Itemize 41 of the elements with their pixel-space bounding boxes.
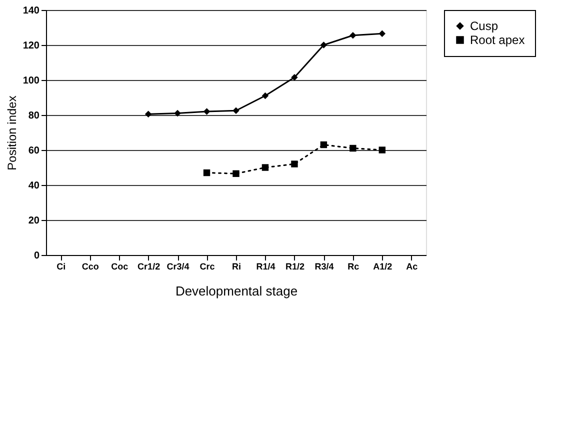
y-tick-label: 40 xyxy=(28,180,40,192)
x-tick-label: R1/4 xyxy=(256,262,276,272)
y-tick-label: 20 xyxy=(28,216,40,226)
point xyxy=(262,164,269,171)
point xyxy=(291,160,298,168)
x-tick-label: Cco xyxy=(82,262,100,272)
x-axis-title: Developmental stage xyxy=(175,284,298,298)
x-tick-label: R1/2 xyxy=(285,262,304,272)
x-tick-label: Cr1/2 xyxy=(138,262,160,272)
legend-label: Cusp xyxy=(470,19,498,33)
point xyxy=(203,108,210,115)
point xyxy=(378,146,386,154)
point xyxy=(350,32,356,39)
point xyxy=(174,110,181,117)
x-tick-label: Ci xyxy=(56,262,66,272)
x-tick-label: R3/4 xyxy=(314,262,334,272)
point xyxy=(232,170,240,177)
y-tick-label: 60 xyxy=(28,146,40,156)
x-tick-label: Ri xyxy=(232,262,241,272)
point xyxy=(291,74,298,81)
point xyxy=(320,141,328,148)
y-tick-label: 100 xyxy=(22,76,40,86)
y-tick-label: 120 xyxy=(22,40,40,52)
x-tick-label: Cr3/4 xyxy=(166,262,190,272)
legend-label: Root apex xyxy=(470,33,525,47)
x-tick-label: Rc xyxy=(348,262,360,272)
point xyxy=(320,42,328,48)
x-tick-label: Crc xyxy=(200,262,215,272)
point xyxy=(262,92,269,100)
y-axis-title: Position index xyxy=(4,96,19,170)
x-tick-label: A1/2 xyxy=(373,262,392,272)
y-tick-label: 80 xyxy=(28,110,40,122)
x-tick-label: Coc xyxy=(111,262,128,272)
y-tick-label: 140 xyxy=(22,6,40,16)
point xyxy=(144,110,152,118)
point xyxy=(232,107,240,114)
y-tick-label: 0 xyxy=(34,250,40,262)
point xyxy=(203,169,210,176)
point xyxy=(378,30,386,37)
point xyxy=(350,144,356,152)
x-tick-label: Ac xyxy=(406,262,418,272)
